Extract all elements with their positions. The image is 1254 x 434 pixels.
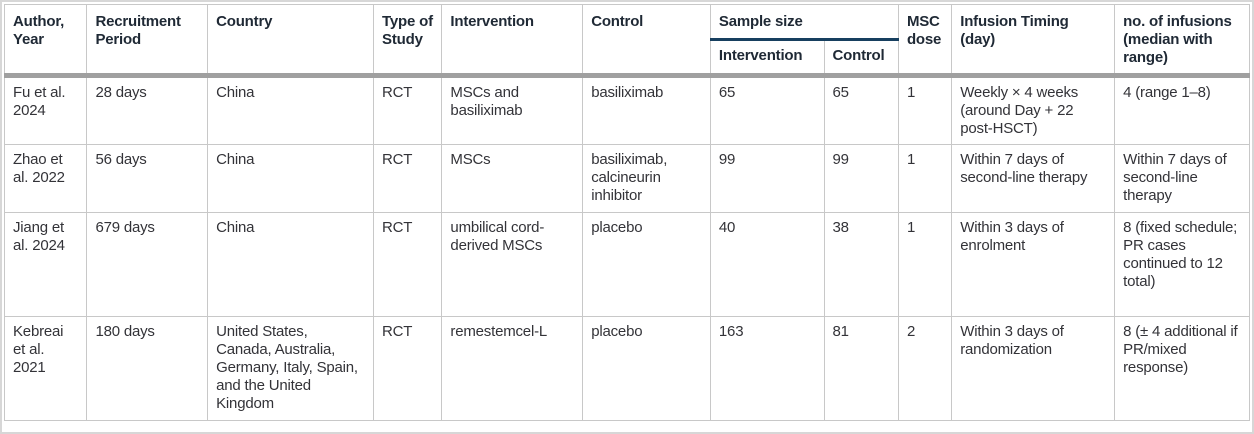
cell-intervention: remestemcel-L — [441, 316, 584, 421]
col-header-infusion-timing: Infusion Timing (day) — [951, 4, 1116, 78]
cell-sample-control: 65 — [823, 75, 899, 145]
cell-sample-control: 99 — [823, 144, 899, 213]
cell-infusion-timing: Within 3 days of enrolment — [951, 212, 1116, 317]
cell-country: China — [207, 144, 375, 213]
col-subheader-sample-intervention: Intervention — [709, 38, 825, 79]
table-body: Fu et al. 2024 28 days China RCT MSCs an… — [3, 75, 1250, 421]
cell-author-year: Zhao et al. 2022 — [3, 144, 88, 213]
cell-control: placebo — [582, 212, 711, 317]
table-row: Kebreai et al. 2021 180 days United Stat… — [3, 316, 1250, 421]
cell-type-of-study: RCT — [373, 75, 443, 145]
cell-control: basiliximab — [582, 75, 711, 145]
col-header-country: Country — [207, 4, 375, 78]
cell-msc-dose: 1 — [897, 212, 953, 317]
cell-country: China — [207, 212, 375, 317]
table-header: Author, Year Recruitment Period Country … — [3, 4, 1250, 79]
cell-author-year: Fu et al. 2024 — [3, 75, 88, 145]
cell-sample-intervention: 99 — [709, 144, 825, 213]
cell-type-of-study: RCT — [373, 212, 443, 317]
cell-recruitment-period: 679 days — [86, 212, 209, 317]
table-row: Zhao et al. 2022 56 days China RCT MSCs … — [3, 144, 1250, 213]
col-header-recruitment-period: Recruitment Period — [86, 4, 209, 78]
cell-sample-control: 81 — [823, 316, 899, 421]
cell-sample-control: 38 — [823, 212, 899, 317]
cell-control: placebo — [582, 316, 711, 421]
table-row: Fu et al. 2024 28 days China RCT MSCs an… — [3, 75, 1250, 145]
cell-author-year: Kebreai et al. 2021 — [3, 316, 88, 421]
cell-sample-intervention: 163 — [709, 316, 825, 421]
col-header-msc-dose: MSC dose — [897, 4, 953, 78]
cell-sample-intervention: 65 — [709, 75, 825, 145]
cell-msc-dose: 2 — [897, 316, 953, 421]
cell-intervention: umbilical cord-derived MSCs — [441, 212, 584, 317]
cell-recruitment-period: 56 days — [86, 144, 209, 213]
col-header-no-of-infusions: no. of infusions (median with range) — [1114, 4, 1250, 78]
cell-infusion-timing: Within 3 days of randomization — [951, 316, 1116, 421]
cell-msc-dose: 1 — [897, 144, 953, 213]
cell-infusion-timing: Within 7 days of second-line therapy — [951, 144, 1116, 213]
cell-country: United States, Canada, Australia, German… — [207, 316, 375, 421]
cell-msc-dose: 1 — [897, 75, 953, 145]
col-header-control: Control — [582, 4, 711, 78]
cell-author-year: Jiang et al. 2024 — [3, 212, 88, 317]
cell-type-of-study: RCT — [373, 316, 443, 421]
study-characteristics-table: Author, Year Recruitment Period Country … — [3, 4, 1250, 421]
cell-country: China — [207, 75, 375, 145]
cell-recruitment-period: 180 days — [86, 316, 209, 421]
col-group-header-sample-size: Sample size — [709, 4, 899, 41]
col-header-intervention: Intervention — [441, 4, 584, 78]
cell-intervention: MSCs and basiliximab — [441, 75, 584, 145]
col-header-author-year: Author, Year — [3, 4, 88, 78]
cell-recruitment-period: 28 days — [86, 75, 209, 145]
cell-no-of-infusions: 8 (fixed schedule; PR cases continued to… — [1114, 212, 1250, 317]
cell-no-of-infusions: 8 (± 4 additional if PR/mixed response) — [1114, 316, 1250, 421]
table-row: Jiang et al. 2024 679 days China RCT umb… — [3, 212, 1250, 317]
col-subheader-sample-control: Control — [823, 38, 899, 79]
cell-no-of-infusions: 4 (range 1–8) — [1114, 75, 1250, 145]
col-header-type-of-study: Type of Study — [373, 4, 443, 78]
cell-sample-intervention: 40 — [709, 212, 825, 317]
cell-infusion-timing: Weekly × 4 weeks (around Day + 22 post-H… — [951, 75, 1116, 145]
cell-type-of-study: RCT — [373, 144, 443, 213]
cell-control: basiliximab, calcineurin inhibitor — [582, 144, 711, 213]
cell-no-of-infusions: Within 7 days of second-line therapy — [1114, 144, 1250, 213]
cell-intervention: MSCs — [441, 144, 584, 213]
